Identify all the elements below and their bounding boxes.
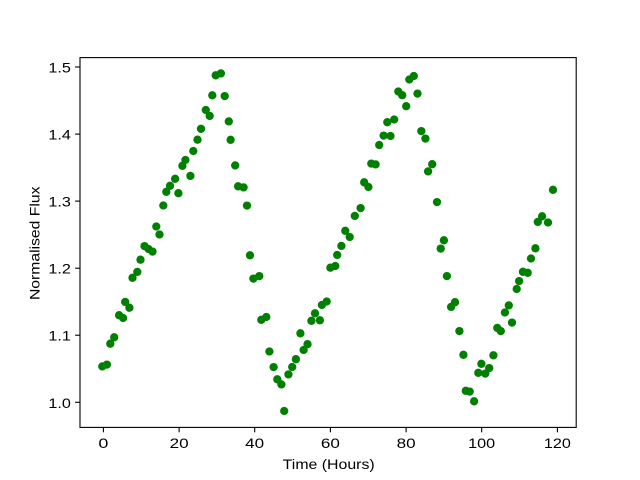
svg-text:1.1: 1.1 <box>48 328 71 344</box>
svg-text:80: 80 <box>397 435 416 451</box>
svg-text:40: 40 <box>245 435 264 451</box>
svg-text:60: 60 <box>321 435 340 451</box>
svg-text:20: 20 <box>170 435 189 451</box>
svg-text:1.2: 1.2 <box>48 261 71 277</box>
svg-text:Normalised Flux: Normalised Flux <box>27 187 43 300</box>
svg-text:0: 0 <box>98 435 108 451</box>
svg-text:120: 120 <box>544 435 571 451</box>
svg-text:1.3: 1.3 <box>48 194 71 210</box>
svg-text:1.5: 1.5 <box>48 60 71 76</box>
svg-text:100: 100 <box>468 435 495 451</box>
svg-text:Time (Hours): Time (Hours) <box>283 456 375 472</box>
svg-text:1.4: 1.4 <box>48 127 71 143</box>
svg-text:1.0: 1.0 <box>48 395 71 411</box>
